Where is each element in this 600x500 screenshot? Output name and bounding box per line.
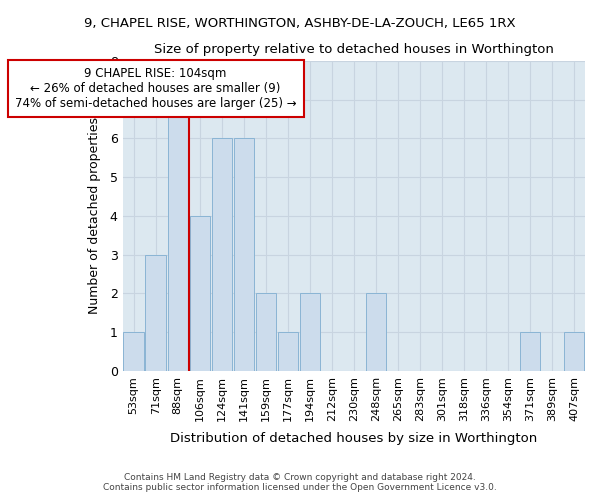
Bar	[256, 294, 276, 371]
Bar	[167, 100, 188, 371]
Text: Contains HM Land Registry data © Crown copyright and database right 2024.
Contai: Contains HM Land Registry data © Crown c…	[103, 473, 497, 492]
Bar	[212, 138, 232, 371]
Bar	[564, 332, 584, 371]
Bar	[233, 138, 254, 371]
Title: Size of property relative to detached houses in Worthington: Size of property relative to detached ho…	[154, 42, 554, 56]
Bar	[365, 294, 386, 371]
Bar	[299, 294, 320, 371]
Bar	[124, 332, 144, 371]
Text: 9 CHAPEL RISE: 104sqm
← 26% of detached houses are smaller (9)
74% of semi-detac: 9 CHAPEL RISE: 104sqm ← 26% of detached …	[15, 66, 296, 110]
Text: 9, CHAPEL RISE, WORTHINGTON, ASHBY-DE-LA-ZOUCH, LE65 1RX: 9, CHAPEL RISE, WORTHINGTON, ASHBY-DE-LA…	[84, 18, 516, 30]
Bar	[190, 216, 210, 371]
Bar	[520, 332, 540, 371]
X-axis label: Distribution of detached houses by size in Worthington: Distribution of detached houses by size …	[170, 432, 538, 445]
Bar	[278, 332, 298, 371]
Bar	[145, 254, 166, 371]
Y-axis label: Number of detached properties: Number of detached properties	[88, 118, 101, 314]
